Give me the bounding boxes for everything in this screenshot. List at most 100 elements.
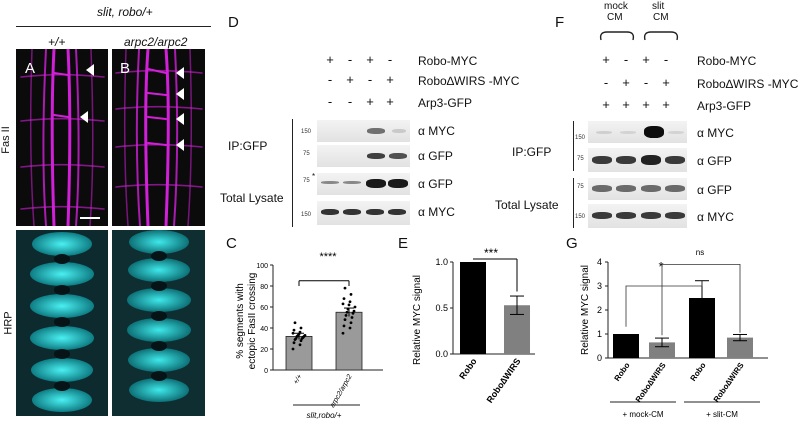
panel-d-lysate-label: Total Lysate	[220, 191, 284, 205]
panel-f-letter: F	[555, 14, 565, 31]
panel-g-significance-bracket-star	[625, 280, 703, 327]
western-band	[616, 185, 636, 192]
panel-c-data-point	[291, 331, 295, 335]
panel-d-row-label-arp3-gfp: Arp3-GFP	[418, 96, 473, 110]
panel-c-data-point	[348, 326, 352, 330]
panel-e-y-tick-label: 0.0	[435, 349, 448, 359]
image-panel-b-fasii	[112, 49, 205, 226]
panel-c-data-point	[352, 309, 356, 313]
panel-f-sign: +	[602, 97, 610, 112]
panel-a-letter: A	[25, 60, 36, 77]
panel-c-data-point	[342, 297, 346, 300]
panel-d-blot-ip-myc	[317, 120, 410, 142]
western-band	[641, 212, 661, 219]
panel-f-sign: +	[662, 75, 670, 90]
panel-c-y-tick-label: 60	[260, 305, 268, 312]
panel-f-blot-ip-myc	[588, 121, 687, 143]
panel-e-bar	[460, 262, 486, 354]
panel-f-mw-marker: 75	[577, 156, 584, 162]
panel-c-data-point	[349, 293, 353, 296]
panel-f-antibody-lysate-myc: α MYC	[697, 210, 734, 224]
western-band	[388, 209, 406, 215]
panel-c-data-point	[345, 310, 349, 314]
panel-d-sign: +	[386, 72, 394, 87]
panel-d-antibody-ip-myc: α MYC	[418, 124, 455, 138]
panel-g-y-tick-label: 3	[597, 281, 602, 291]
panel-c-data-point	[341, 331, 345, 335]
panel-c-y-tick-label: 100	[256, 263, 268, 270]
fasii-image-b	[115, 49, 203, 226]
panel-c-x-tick-label: arpc2/arpc2	[329, 373, 354, 409]
panel-c-y-tick-label: 80	[260, 284, 268, 291]
western-band	[616, 212, 636, 219]
western-band	[592, 156, 612, 164]
panel-c-group-label: slit,robo/+	[307, 411, 342, 420]
panel-d-ip-bracket	[292, 119, 293, 173]
panel-c-data-point	[292, 328, 296, 332]
panel-f-sign: -	[663, 52, 669, 67]
western-band	[665, 185, 685, 192]
western-band	[321, 181, 339, 184]
western-band	[616, 156, 636, 164]
panel-f-sign: +	[642, 97, 650, 112]
panel-f-row-label-arp3-gfp: Arp3-GFP	[697, 99, 752, 113]
panel-f-slit-label-1: slit	[652, 1, 665, 12]
image-panel-b-hrp	[112, 230, 205, 416]
western-band	[620, 131, 636, 134]
panel-d-sign: +	[326, 52, 334, 67]
panel-f-lysate-bracket	[573, 178, 574, 228]
panel-f-ip-label: IP:GFP	[512, 145, 552, 159]
panel-g-y-tick-label: 0	[597, 353, 602, 363]
panel-d-antibody-lysate-gfp: α GFP	[418, 177, 453, 191]
western-band	[665, 212, 685, 219]
panel-c-y-tick-label: 20	[260, 347, 268, 354]
panel-c-data-point	[344, 314, 348, 317]
western-band	[367, 128, 385, 134]
panel-d-sign: +	[346, 72, 354, 87]
panel-g-significance-star: *	[658, 259, 663, 274]
panel-d-sign: -	[387, 52, 393, 67]
panel-f-sign: +	[622, 75, 630, 90]
panel-c-data-point	[350, 316, 354, 319]
western-band	[366, 209, 384, 215]
panel-b-genotype: arpc2/arpc2	[124, 35, 188, 49]
panel-g-letter: G	[566, 235, 578, 252]
panel-d-sign: +	[366, 94, 374, 109]
western-band	[641, 185, 661, 192]
panel-e-ylabel: Relative MYC signal	[412, 275, 423, 365]
panel-g-bar	[727, 337, 753, 358]
panel-d-sign: -	[347, 94, 353, 109]
panel-d-sign: +	[366, 52, 374, 67]
panel-c-significance: ****	[319, 251, 337, 263]
panel-c-y-tick-label: 40	[260, 326, 268, 333]
panel-d-blot-lysate-gfp	[317, 173, 410, 195]
panel-c-chart: % segments with ectopic FasII crossing *…	[235, 251, 383, 420]
panel-d-sign: -	[367, 72, 373, 87]
panel-g-x-tick-label: Robo	[613, 361, 632, 383]
panel-g-significance-ns: ns	[696, 248, 704, 257]
western-band	[596, 131, 612, 134]
panel-g-ylabel: Relative MYC signal	[580, 265, 591, 355]
arrowhead-marker	[176, 67, 184, 79]
panel-f-sign: +	[622, 97, 630, 112]
panel-f-sign: +	[642, 52, 650, 67]
western-band	[343, 209, 361, 215]
panel-d-asterisk: *	[312, 172, 316, 181]
panel-f-row-label-robo-myc: Robo-MYC	[697, 54, 757, 68]
panel-c-data-point	[348, 300, 352, 304]
panel-c-data-point	[341, 302, 345, 306]
panel-d-antibody-ip-gfp: α GFP	[418, 149, 453, 163]
panel-g-y-tick-label: 2	[597, 305, 602, 315]
panel-c-data-point	[349, 321, 353, 325]
genotype-header-label: slit, robo/+	[97, 5, 153, 19]
panel-d-mw-marker: 150	[301, 129, 312, 135]
panel-c-bar	[335, 311, 363, 371]
genotype-header-rule	[16, 26, 211, 27]
scale-bar	[80, 217, 100, 219]
image-panel-a-fasii	[16, 49, 108, 226]
panel-d-row-label-robo-dwirs-myc: Robo∆WIRS -MYC	[418, 74, 520, 88]
western-band	[592, 212, 612, 219]
panel-f-blot-lysate-myc	[588, 204, 687, 228]
panel-d-mw-marker: 75	[303, 151, 310, 157]
western-band	[389, 153, 407, 159]
